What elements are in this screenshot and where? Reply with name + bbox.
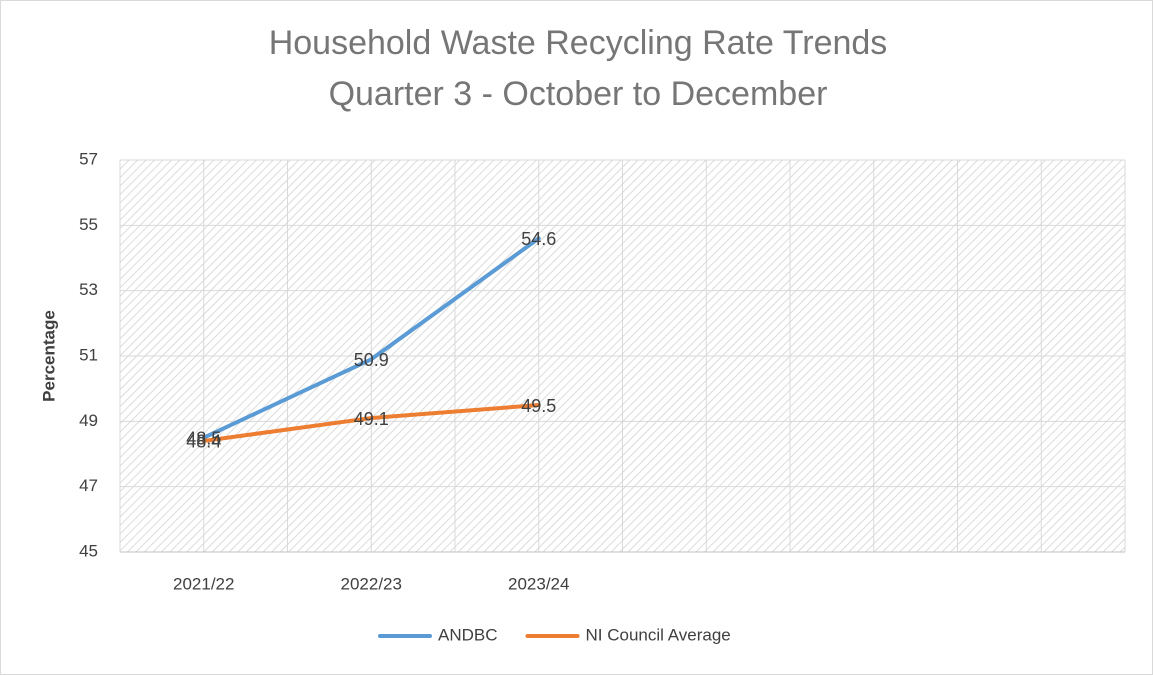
data-label: 50.9	[354, 350, 389, 370]
y-tick-label: 49	[79, 411, 98, 430]
legend-label: ANDBC	[438, 625, 498, 644]
y-tick-label: 53	[79, 280, 98, 299]
x-tick-label: 2023/24	[508, 574, 569, 593]
chart-subtitle: Quarter 3 - October to December	[329, 75, 828, 113]
y-tick-label: 47	[79, 476, 98, 495]
y-tick-label: 55	[79, 215, 98, 234]
y-tick-label: 57	[79, 149, 98, 168]
x-tick-label: 2022/23	[341, 574, 402, 593]
data-label: 48.4	[186, 432, 221, 452]
data-label: 49.5	[521, 396, 556, 416]
x-tick-label: 2021/22	[173, 574, 234, 593]
chart-title: Household Waste Recycling Rate Trends	[269, 24, 888, 62]
data-label: 54.6	[521, 229, 556, 249]
data-label: 49.1	[354, 409, 389, 429]
legend-label: NI Council Average	[586, 625, 731, 644]
y-axis-label: Percentage	[39, 310, 58, 402]
line-series	[201, 403, 541, 443]
line-series	[201, 236, 541, 440]
y-tick-label: 51	[79, 345, 98, 364]
data-label: 48.5	[186, 428, 221, 448]
y-tick-label: 45	[79, 541, 98, 560]
